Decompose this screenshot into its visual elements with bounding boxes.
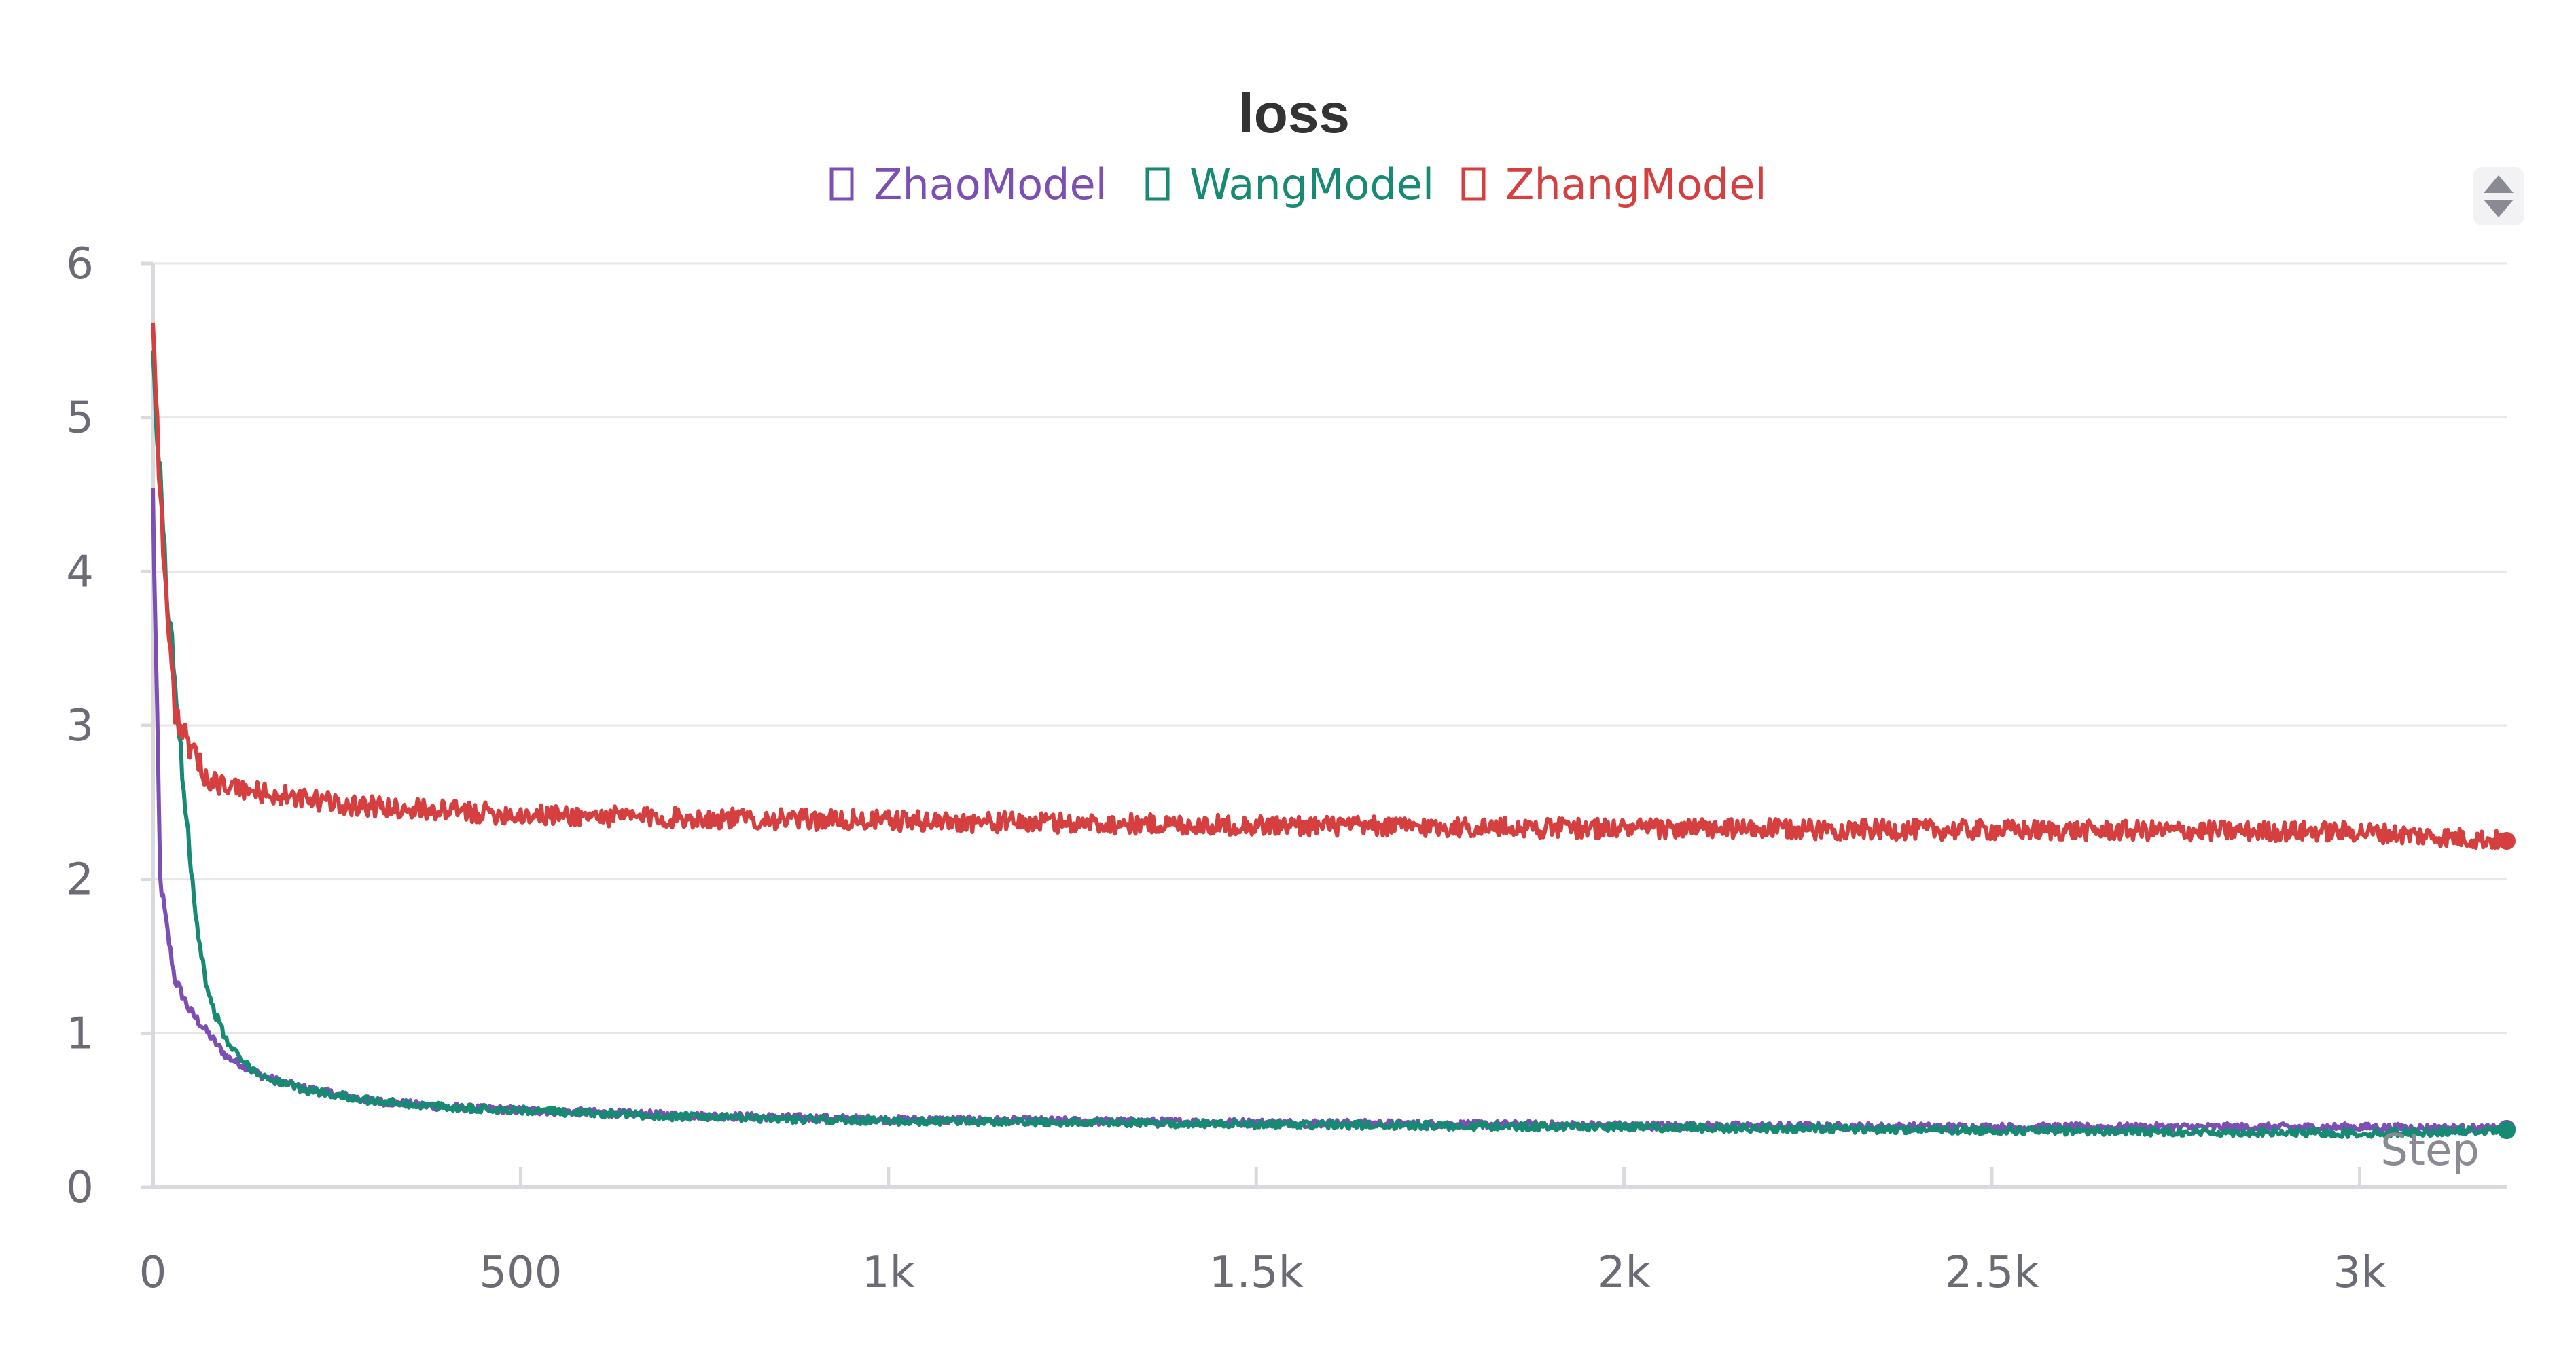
chart-grid [153,262,2507,1034]
x-tick-label: 0 [139,1248,167,1298]
legend-item-wangmodel[interactable]: WangModel [1145,160,1434,209]
legend-label: ZhaoModel [874,160,1107,209]
legend-label: ZhangModel [1505,160,1767,209]
sort-arrows-icon[interactable] [2473,167,2524,226]
y-axis-ticks: 0 1 2 3 4 5 6 [66,239,153,1213]
chart-title: loss [1238,83,1350,145]
y-tick-label: 4 [66,547,94,597]
x-axis-ticks: 0 500 1k 1.5k 2k 2.5k 3k [139,1167,2386,1298]
chart-legend: ZhaoModel WangModel ZhangModel [829,160,1767,209]
x-tick-label: 500 [479,1248,562,1298]
legend-swatch [1145,167,1170,201]
series-end-point [2498,1121,2516,1140]
series-layer [151,322,2516,1140]
series-end-point [2498,832,2516,850]
y-tick-label: 1 [66,1009,94,1059]
legend-swatch [1461,167,1486,201]
x-tick-label: 3k [2333,1248,2386,1298]
x-tick-label: 2.5k [1945,1248,2039,1298]
y-tick-label: 3 [66,701,94,751]
y-tick-label: 2 [66,855,94,905]
y-tick-label: 5 [66,393,94,444]
x-tick-label: 1k [862,1248,915,1298]
series-line-wangmodel [151,350,2509,1139]
series-line-zhangmodel [151,322,2509,850]
legend-item-zhaomodel[interactable]: ZhaoModel [829,160,1107,209]
x-tick-label: 1.5k [1209,1248,1304,1298]
legend-item-zhangmodel[interactable]: ZhangModel [1461,160,1767,209]
y-tick-label: 0 [66,1163,94,1213]
legend-label: WangModel [1189,160,1434,209]
x-axis-label: Step [2380,1125,2480,1176]
legend-swatch [829,167,854,201]
x-tick-label: 2k [1598,1248,1651,1298]
y-tick-label: 6 [66,239,94,289]
